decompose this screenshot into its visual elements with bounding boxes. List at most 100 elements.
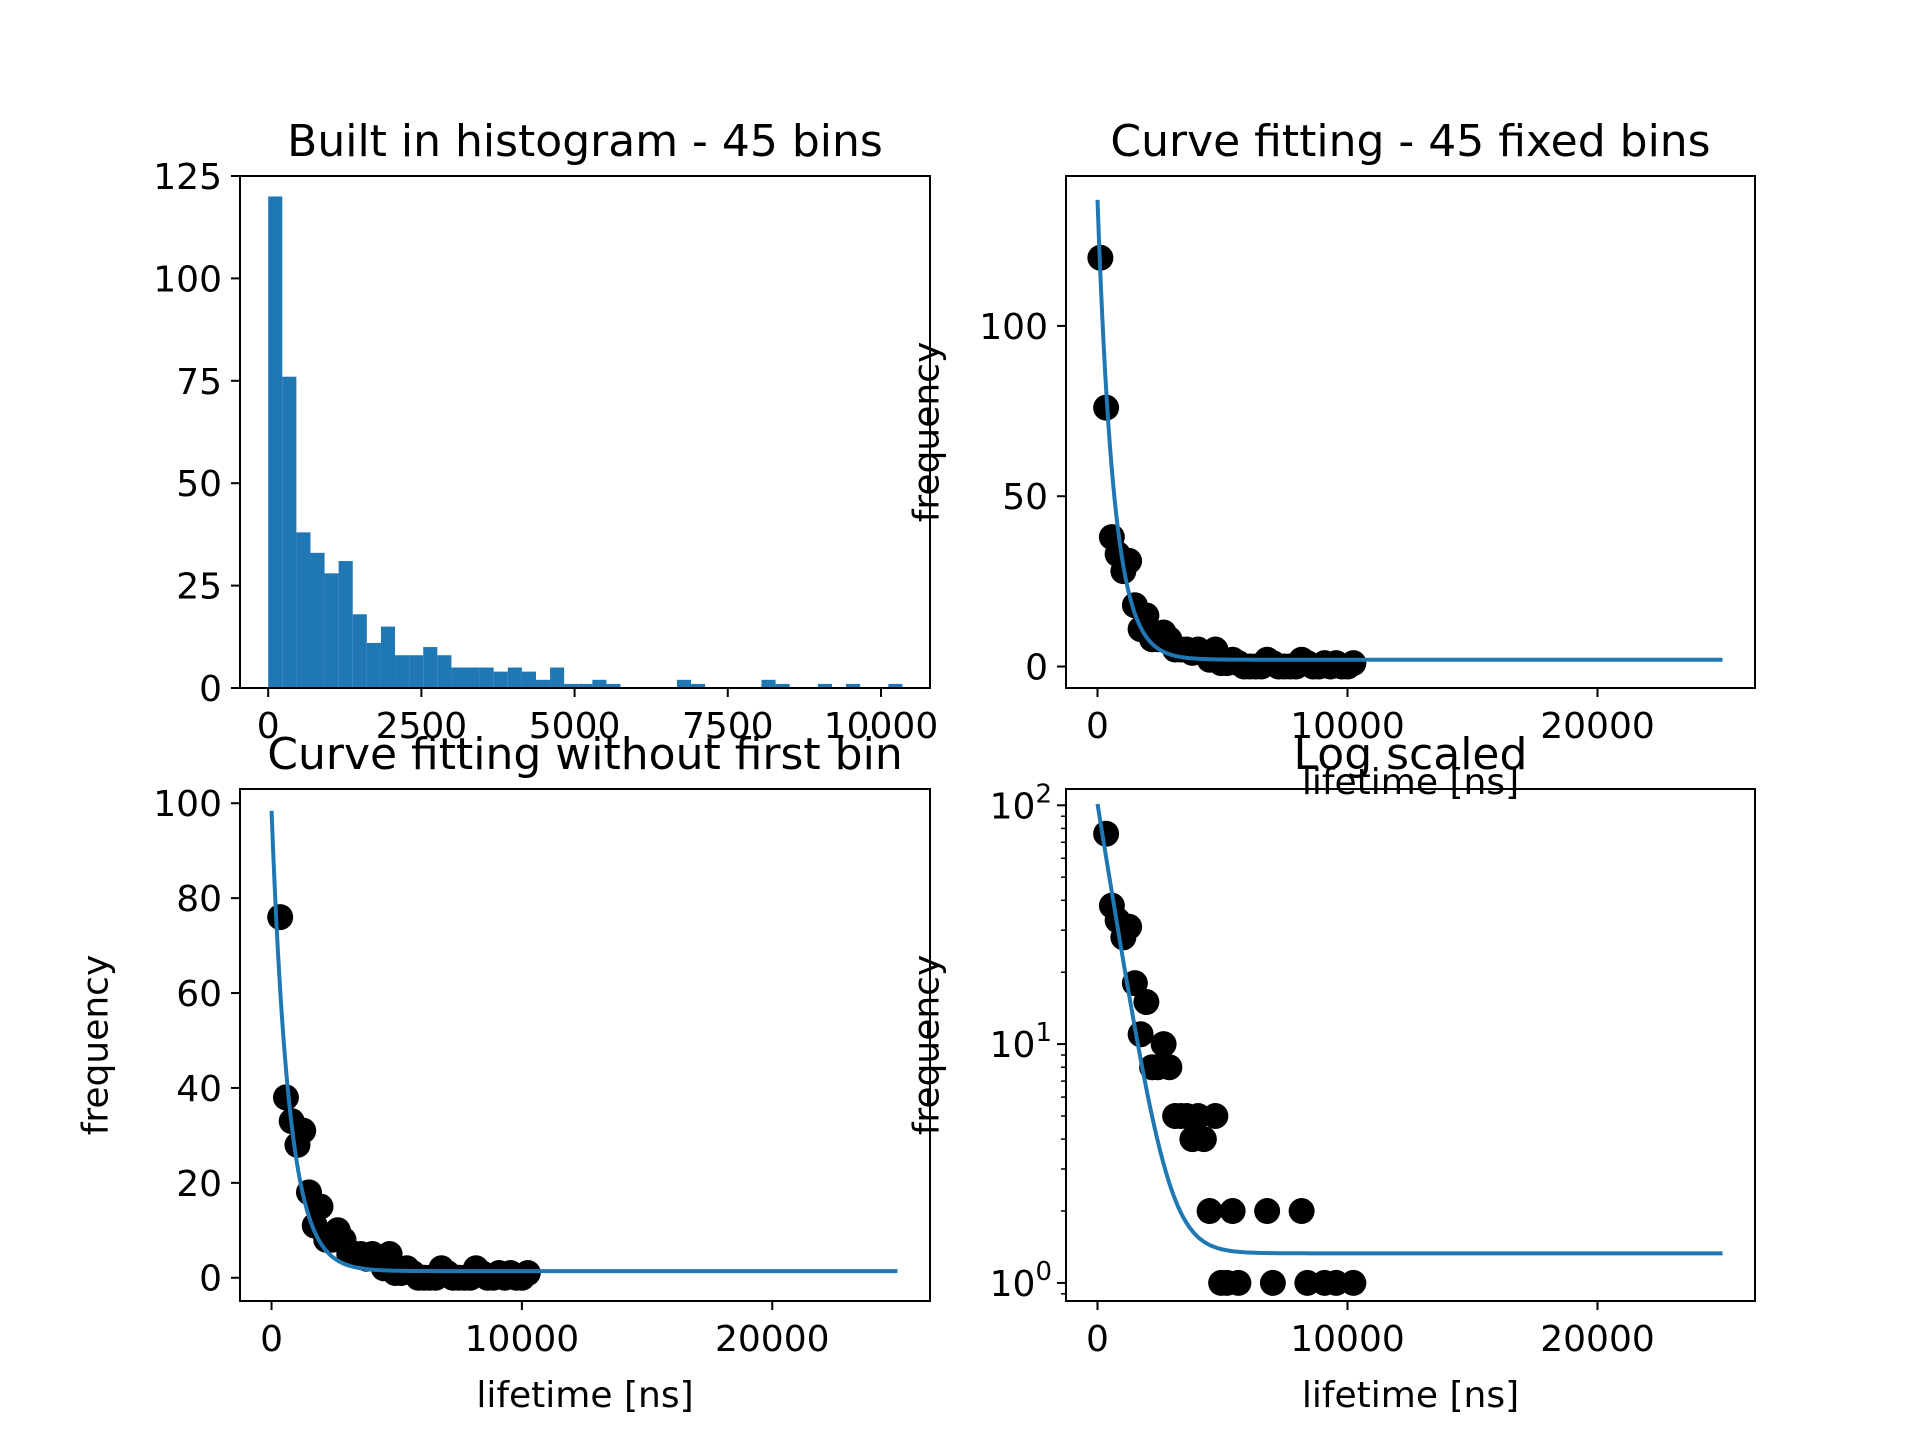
histogram-bar: [535, 679, 551, 688]
y-tick-label: 20: [176, 1164, 222, 1205]
y-ticks: 0 20 40 60 80 100: [153, 784, 240, 1300]
histogram-bar: [451, 667, 466, 688]
y-tick-label: 60: [176, 974, 222, 1015]
data-point: [1127, 1021, 1154, 1048]
y-tick-exponent: 1: [1035, 1018, 1052, 1048]
histogram-bar: [324, 573, 339, 688]
data-point: [1133, 989, 1160, 1016]
histogram-bar: [564, 683, 579, 688]
histogram-bar: [761, 679, 776, 688]
histogram-bar: [268, 196, 283, 689]
y-tick-label: 100: [153, 259, 222, 300]
y-tick-label: 80: [176, 879, 222, 920]
histogram-bar: [282, 376, 297, 688]
histogram-bar: [507, 667, 522, 688]
x-axis-label: lifetime [ns]: [1302, 1375, 1519, 1416]
y-ticks: 0 25 50 75 100 125: [153, 157, 240, 710]
data-point: [1093, 820, 1120, 847]
x-ticks: 0 2500 5000 7500 10000: [257, 688, 939, 747]
data-point: [1225, 1269, 1252, 1296]
data-point: [1196, 1198, 1223, 1225]
data-point: [1288, 1198, 1315, 1225]
histogram-bar: [338, 561, 353, 688]
histogram-bar: [817, 683, 832, 688]
x-tick-label: 10000: [1290, 706, 1405, 747]
histogram-bar: [366, 642, 381, 688]
y-tick-label: 0: [199, 1259, 222, 1300]
histogram-bar: [592, 679, 607, 688]
x-tick-label: 10000: [465, 1319, 580, 1360]
axes-frame: [239, 788, 931, 1302]
histogram-bar: [550, 667, 565, 688]
fit-curve: [269, 810, 898, 1274]
y-tick-base: 10: [990, 1264, 1036, 1305]
data-point: [1202, 1102, 1229, 1129]
histogram-bar: [521, 671, 536, 688]
data-point: [1116, 913, 1143, 940]
histogram-bar: [423, 647, 438, 688]
data-point: [1254, 1198, 1281, 1225]
histogram-bar: [465, 667, 480, 688]
histogram-bar: [676, 679, 692, 688]
x-tick-label: 5000: [529, 706, 621, 747]
y-tick-base: 10: [990, 1025, 1036, 1066]
histogram-bar: [493, 671, 508, 688]
data-point: [307, 1193, 334, 1220]
data-point: [272, 1084, 299, 1111]
histogram-bar: [352, 614, 367, 688]
x-tick-label: 0: [1086, 706, 1109, 747]
x-ticks: 0 10000 20000: [1086, 688, 1655, 747]
y-tick-label: 100: [990, 1257, 1052, 1305]
x-tick-label: 0: [1086, 1319, 1109, 1360]
y-axis-label: frequency: [907, 955, 948, 1136]
x-tick-label: 10000: [1290, 1319, 1405, 1360]
histogram-bar: [296, 532, 311, 688]
y-tick-label: 100: [979, 307, 1048, 348]
y-tick-label: 40: [176, 1069, 222, 1110]
x-tick-label: 2500: [376, 706, 468, 747]
data-point: [1190, 1126, 1217, 1153]
y-tick-base: 10: [990, 786, 1036, 827]
data-point: [1150, 1031, 1177, 1058]
histogram-bar: [310, 552, 325, 688]
panel-title: Curve fitting - 45 fixed bins: [1110, 116, 1710, 167]
histogram-bar: [437, 655, 452, 688]
y-tick-exponent: 2: [1035, 779, 1052, 809]
axes-frame: [239, 175, 931, 689]
fit-curve: [1095, 803, 1723, 1256]
y-tick-label: 50: [1002, 477, 1048, 518]
panel-curve-fitting: 0 10000 20000 0 50 100 Curve fitting - 45 fi…: [907, 116, 1756, 803]
x-tick-label: 0: [257, 706, 280, 747]
histogram-bar: [409, 655, 424, 688]
histogram-bar: [578, 683, 593, 688]
x-tick-label: 10000: [824, 706, 939, 747]
x-tick-label: 20000: [1540, 706, 1655, 747]
data-point: [1340, 650, 1367, 677]
data-point: [267, 904, 294, 931]
histogram-bar: [606, 683, 621, 688]
y-tick-label: 0: [1025, 648, 1048, 689]
y-tick-label: 0: [199, 669, 222, 710]
panel-curve-fitting-without-first-bin: 0 10000 20000 0 20 40 60 80 100 Curve fitting w…: [76, 729, 931, 1416]
data-point: [290, 1117, 317, 1144]
x-tick-label: 20000: [715, 1319, 830, 1360]
fit-curve: [1095, 199, 1723, 662]
panel-histogram: 0 2500 5000 7500 10000 0 25 50 75 100 125 Built i…: [153, 116, 938, 747]
y-ticks: 0 50 100: [979, 307, 1066, 689]
y-tick-label: 25: [176, 567, 222, 608]
histogram-bar: [479, 667, 494, 688]
panel-title: Built in histogram - 45 bins: [287, 116, 883, 167]
histogram-bar: [395, 655, 410, 688]
axes-frame: [1065, 175, 1756, 689]
y-tick-label: 100: [153, 784, 222, 825]
y-tick-label: 125: [153, 157, 222, 198]
y-tick-label: 50: [176, 464, 222, 505]
x-axis-label: lifetime [ns]: [1302, 762, 1519, 803]
histogram-bar: [775, 683, 790, 688]
histogram-bar: [380, 626, 396, 688]
x-ticks: 0 10000 20000: [260, 1301, 830, 1360]
histogram-bar: [691, 683, 706, 688]
y-tick-exponent: 0: [1035, 1257, 1052, 1287]
